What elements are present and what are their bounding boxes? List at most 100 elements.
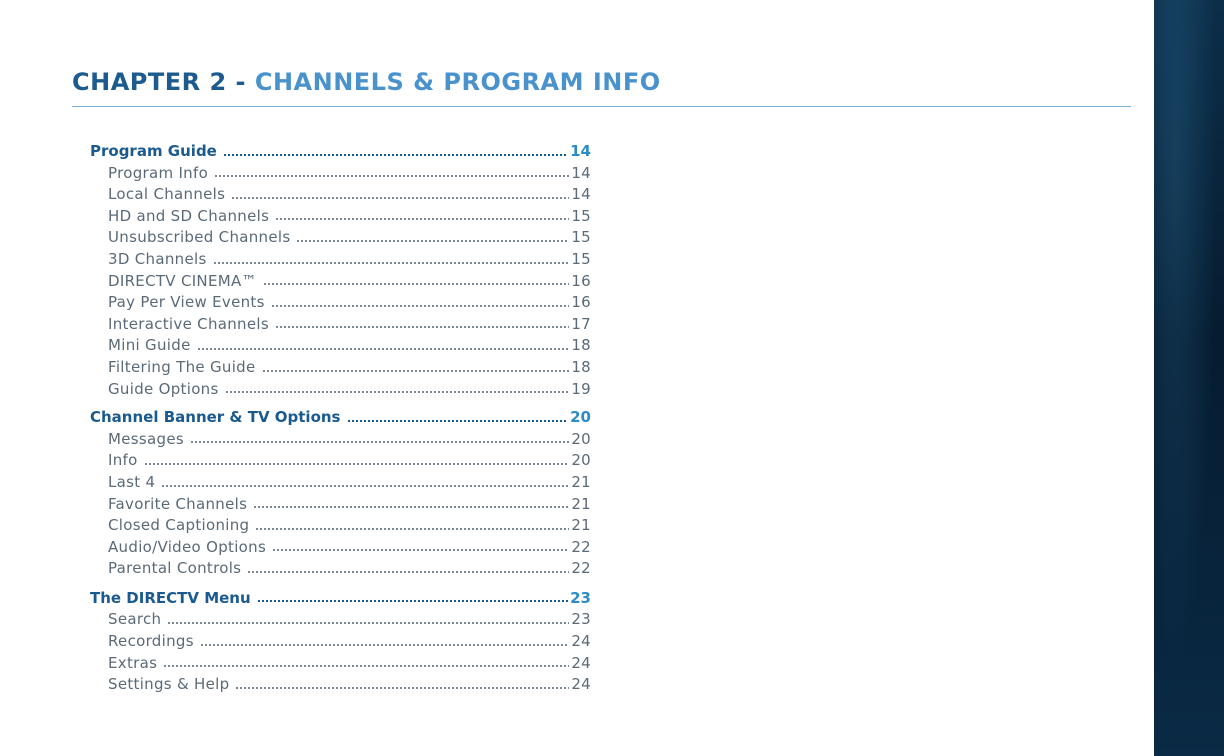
toc-entry-page-number: 21 [571,494,591,513]
toc-entry-page-number: 17 [571,314,591,333]
toc-entry[interactable]: Mini Guide 18 [90,335,591,357]
dot-leader [214,174,570,179]
toc-entry-label: Local Channels [108,185,226,204]
toc-entry[interactable]: Audio/Video Options 22 [90,537,591,559]
toc-entry-page-number: 16 [571,293,591,312]
toc-entry[interactable]: Last 4 21 [90,472,591,494]
dot-leader [143,461,570,466]
dot-leader [346,418,569,423]
dot-leader [261,368,570,373]
dot-leader [161,483,570,488]
toc-entry[interactable]: Parental Controls 22 [90,558,591,580]
toc-entry[interactable]: Settings & Help 24 [90,674,591,696]
dot-leader [272,548,570,553]
toc-entry-label: Interactive Channels [108,314,269,333]
toc-entry-page-number: 18 [571,336,591,355]
toc-entry-page-number: 14 [571,185,591,204]
toc-entry-label: Search [108,610,162,629]
toc-entry[interactable]: Recordings 24 [90,631,591,653]
toc-entry-page-number: 22 [571,559,591,578]
chapter-name: CHANNELS & PROGRAM INFO [254,68,661,96]
toc-entry-page-number: 16 [571,271,591,290]
dot-leader [199,642,570,647]
toc-entry[interactable]: HD and SD Channels 15 [90,206,591,228]
toc-entry[interactable]: Pay Per View Events 16 [90,292,591,314]
toc-entry[interactable]: Program Info 14 [90,163,591,185]
dot-leader [235,685,570,690]
toc-entry-page-number: 15 [571,228,591,247]
dot-leader [247,569,570,574]
toc-entry-label: Parental Controls [108,559,242,578]
dot-leader [222,152,569,157]
dot-leader [167,621,570,626]
toc-entry[interactable]: Guide Options 19 [90,379,591,401]
toc-entry-label: Pay Per View Events [108,293,265,312]
toc-entry-label: Program Info [108,163,209,182]
toc-section-heading-label: Channel Banner & TV Options [90,408,341,427]
toc-entry[interactable]: Unsubscribed Channels 15 [90,227,591,249]
toc-entry-page-number: 21 [571,472,591,491]
toc-entry-page-number: 14 [571,163,591,182]
toc-entry[interactable]: Extras 24 [90,653,591,675]
decorative-side-band [1154,0,1224,756]
toc-entry[interactable]: DIRECTV CINEMA™ 16 [90,271,591,293]
toc-section-heading-label: The DIRECTV Menu [90,588,251,607]
toc-entry-page-number: 18 [571,357,591,376]
toc-entry-label: Filtering The Guide [108,357,256,376]
document-page: CHAPTER 2 - CHANNELS & PROGRAM INFO Prog… [72,68,1131,696]
dot-leader [255,526,570,531]
toc-entry-page-number: 23 [571,610,591,629]
toc-entry[interactable]: 3D Channels 15 [90,249,591,271]
dot-leader [256,599,569,604]
toc-entry-label: Last 4 [108,472,156,491]
toc-entry-page-number: 24 [571,632,591,651]
toc-section-heading[interactable]: Program Guide 14 [90,141,591,163]
toc-entry-page-number: 20 [571,451,591,470]
toc-section: Channel Banner & TV Options 20 Messages 20 I… [90,407,591,580]
toc-entry-label: Settings & Help [108,675,230,694]
dot-leader [274,325,570,330]
dot-leader [212,260,570,265]
toc-entry-label: Closed Captioning [108,516,250,535]
toc-entry-page-number: 24 [571,675,591,694]
toc-section-heading-label: Program Guide [90,142,217,160]
chapter-title: CHAPTER 2 - CHANNELS & PROGRAM INFO [72,68,661,96]
toc-entry-label: Audio/Video Options [108,537,267,556]
dot-leader [163,664,570,669]
toc-entry[interactable]: Interactive Channels 17 [90,314,591,336]
dot-leader [253,505,570,510]
toc-entry-page-number: 19 [571,379,591,398]
dot-leader [189,440,570,445]
toc-entry-label: Messages [108,429,184,448]
dot-leader [270,303,570,308]
toc-entry-label: Info [108,451,138,470]
toc-entry-page-number: 24 [571,653,591,672]
dot-leader [196,346,570,351]
toc-entry-label: HD and SD Channels [108,206,270,225]
toc-entry[interactable]: Closed Captioning 21 [90,515,591,537]
toc-entry[interactable]: Info 20 [90,450,591,472]
toc-section-heading-page-number: 20 [570,408,591,427]
toc-entry-page-number: 22 [571,537,591,556]
toc-section-heading-page-number: 23 [570,588,591,607]
dot-leader [224,390,570,395]
toc-section: Program Guide 14 Program Info 14 Local Chann… [90,141,591,400]
toc-entry-page-number: 20 [571,429,591,448]
toc-entry[interactable]: Favorite Channels 21 [90,494,591,516]
toc-entry[interactable]: Local Channels 14 [90,184,591,206]
toc-entry[interactable]: Search 23 [90,609,591,631]
title-divider [72,106,1131,107]
toc-entry-label: Mini Guide [108,336,191,355]
dot-leader [231,195,570,200]
toc-entry-label: Favorite Channels [108,494,248,513]
toc-entry-page-number: 21 [571,516,591,535]
toc-entry-label: Recordings [108,632,194,651]
dot-leader [275,217,570,222]
chapter-number: CHAPTER 2 - [72,68,255,96]
toc-entry-label: Guide Options [108,379,219,398]
toc-entry-page-number: 15 [571,206,591,225]
toc-entry[interactable]: Messages 20 [90,429,591,451]
toc-entry[interactable]: Filtering The Guide 18 [90,357,591,379]
toc-section-heading[interactable]: Channel Banner & TV Options 20 [90,407,591,429]
toc-section-heading[interactable]: The DIRECTV Menu 23 [90,588,591,610]
